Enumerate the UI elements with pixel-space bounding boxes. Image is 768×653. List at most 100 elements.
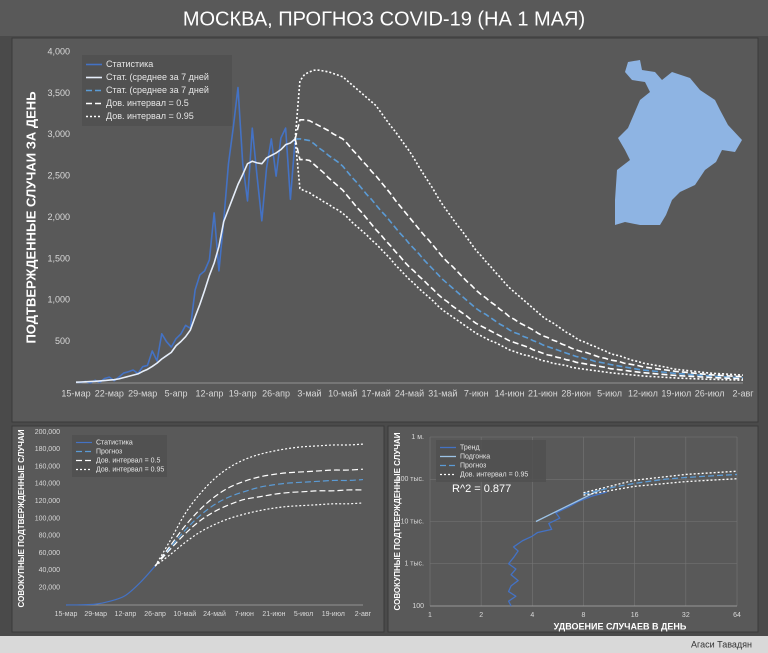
series-line xyxy=(294,138,744,381)
credit: Агаси Тавадян xyxy=(691,639,752,649)
y-tick-label: 1 м. xyxy=(411,434,424,441)
x-tick-label: 10-май xyxy=(328,388,357,398)
x-tick-label: 29-мар xyxy=(128,388,157,398)
x-tick-label: 2 xyxy=(479,612,483,619)
x-tick-label: 28-июн xyxy=(561,388,591,398)
x-tick-label: 14-июн xyxy=(495,388,525,398)
y-tick-label: 3,000 xyxy=(47,129,70,139)
series-line xyxy=(583,473,738,495)
x-tick-label: 31-май xyxy=(428,388,457,398)
y-tick-label: 3,500 xyxy=(47,88,70,98)
series-line xyxy=(154,468,364,567)
series-line xyxy=(583,470,738,494)
series-line xyxy=(294,138,744,380)
x-tick-label: 2-авг xyxy=(732,388,754,398)
y-tick-label: 100 тыс. xyxy=(397,476,424,483)
legend-label: Статистика xyxy=(96,439,133,446)
x-tick-label: 5-июл xyxy=(294,611,313,618)
series-line xyxy=(154,489,364,567)
legend-box xyxy=(82,55,232,126)
y-tick-label: 100,000 xyxy=(35,515,60,522)
x-tick-label: 19-июл xyxy=(661,388,691,398)
legend-label: Дов. интервал = 0.95 xyxy=(96,466,164,473)
x-tick-label: 8 xyxy=(582,612,586,619)
cumulative-panel xyxy=(11,425,385,633)
y-tick-label: 120,000 xyxy=(35,498,60,505)
x-tick-label: 7-июн xyxy=(235,611,254,618)
y-tick-label: 2,000 xyxy=(47,212,70,222)
y-tick-label: 140,000 xyxy=(35,481,60,488)
x-tick-label: 4 xyxy=(530,612,534,619)
y-tick-label: 10 тыс. xyxy=(401,518,424,525)
series-line xyxy=(295,138,744,379)
x-tick-label: 15-мар xyxy=(55,611,78,618)
x-tick-label: 64 xyxy=(733,612,741,619)
x-tick-label: 21-июн xyxy=(262,611,285,618)
y-tick-label: 180,000 xyxy=(35,446,60,453)
legend-label: Дов. интервал = 0.95 xyxy=(460,471,528,478)
legend-label: Прогноз xyxy=(96,448,122,455)
x-tick-label: 10-май xyxy=(173,610,196,618)
legend-label: Подгонка xyxy=(460,453,490,460)
y-axis-title: СОВОКУПНЫЕ ПОДТВЕРЖДЕННЫЕ СЛУЧАИ xyxy=(393,432,402,610)
x-tick-label: 2-авг xyxy=(355,611,372,618)
legend-label: Стат. (среднее за 7 дней xyxy=(106,72,209,82)
y-tick-label: 100 xyxy=(412,603,424,610)
x-tick-label: 26-апр xyxy=(144,611,166,618)
y-tick-label: 200,000 xyxy=(35,429,60,436)
legend-label: Прогноз xyxy=(460,462,486,469)
y-tick-label: 1,500 xyxy=(47,253,70,263)
series-line xyxy=(154,502,364,567)
y-tick-label: 2,500 xyxy=(47,171,70,181)
y-tick-label: 80,000 xyxy=(39,533,61,540)
x-tick-label: 15-мар xyxy=(61,388,90,398)
x-tick-label: 32 xyxy=(682,612,690,619)
x-tick-label: 19-июл xyxy=(322,611,345,618)
x-tick-label: 12-апр xyxy=(115,611,137,618)
series-line xyxy=(583,478,738,496)
x-tick-label: 3-май xyxy=(297,388,321,398)
x-tick-label: 19-апр xyxy=(229,388,257,398)
y-tick-label: 1 тыс. xyxy=(404,561,424,568)
title-band xyxy=(0,0,768,36)
series-line xyxy=(154,443,364,567)
x-tick-label: 5-июл xyxy=(597,388,622,398)
y-tick-label: 40,000 xyxy=(39,567,61,574)
x-tick-label: 29-мар xyxy=(84,611,107,618)
x-tick-label: 1 xyxy=(428,612,432,619)
x-tick-label: 26-апр xyxy=(262,388,290,398)
annotation: R^2 = 0.877 xyxy=(452,483,511,495)
x-tick-label: 16 xyxy=(631,612,639,619)
x-tick-label: 26-июл xyxy=(695,388,725,398)
x-tick-label: 22-мар xyxy=(95,388,124,398)
x-tick-label: 12-апр xyxy=(195,388,223,398)
y-tick-label: 1,000 xyxy=(47,295,70,305)
x-tick-label: 7-июн xyxy=(464,388,489,398)
series-line xyxy=(65,565,156,606)
page-title: МОСКВА, ПРОГНОЗ COVID-19 (НА 1 МАЯ) xyxy=(183,8,585,30)
series-line xyxy=(507,491,608,607)
moscow-map xyxy=(615,60,742,225)
doubling-panel xyxy=(387,425,759,633)
x-tick-label: 24-май xyxy=(395,388,424,398)
y-tick-label: 20,000 xyxy=(39,585,61,592)
series-line xyxy=(294,69,744,376)
credit-band xyxy=(0,636,768,653)
legend-label: Дов. интервал = 0.5 xyxy=(96,457,160,464)
x-tick-label: 12-июл xyxy=(628,388,658,398)
x-tick-label: 17-май xyxy=(362,388,391,398)
x-axis-title: УДВОЕНИЕ СЛУЧАЕВ В ДЕНЬ xyxy=(554,621,687,631)
y-tick-label: 500 xyxy=(55,336,70,346)
x-tick-label: 21-июн xyxy=(528,388,558,398)
series-line xyxy=(75,138,296,383)
y-tick-label: 60,000 xyxy=(39,550,61,557)
y-tick-label: 160,000 xyxy=(35,463,60,470)
y-axis-title: ПОДТВЕРЖДЕННЫЕ СЛУЧАИ ЗА ДЕНЬ xyxy=(23,91,38,343)
legend-label: Дов. интервал = 0.5 xyxy=(106,98,189,108)
series-line xyxy=(294,119,744,378)
y-axis-title: СОВОКУПНЫЕ ПОДТВЕРЖДЕННЫЕ СЛУЧАИ xyxy=(17,429,26,607)
x-tick-label: 24-май xyxy=(203,610,226,618)
y-tick-label: 4,000 xyxy=(47,46,70,56)
x-tick-label: 5-апр xyxy=(165,388,188,398)
